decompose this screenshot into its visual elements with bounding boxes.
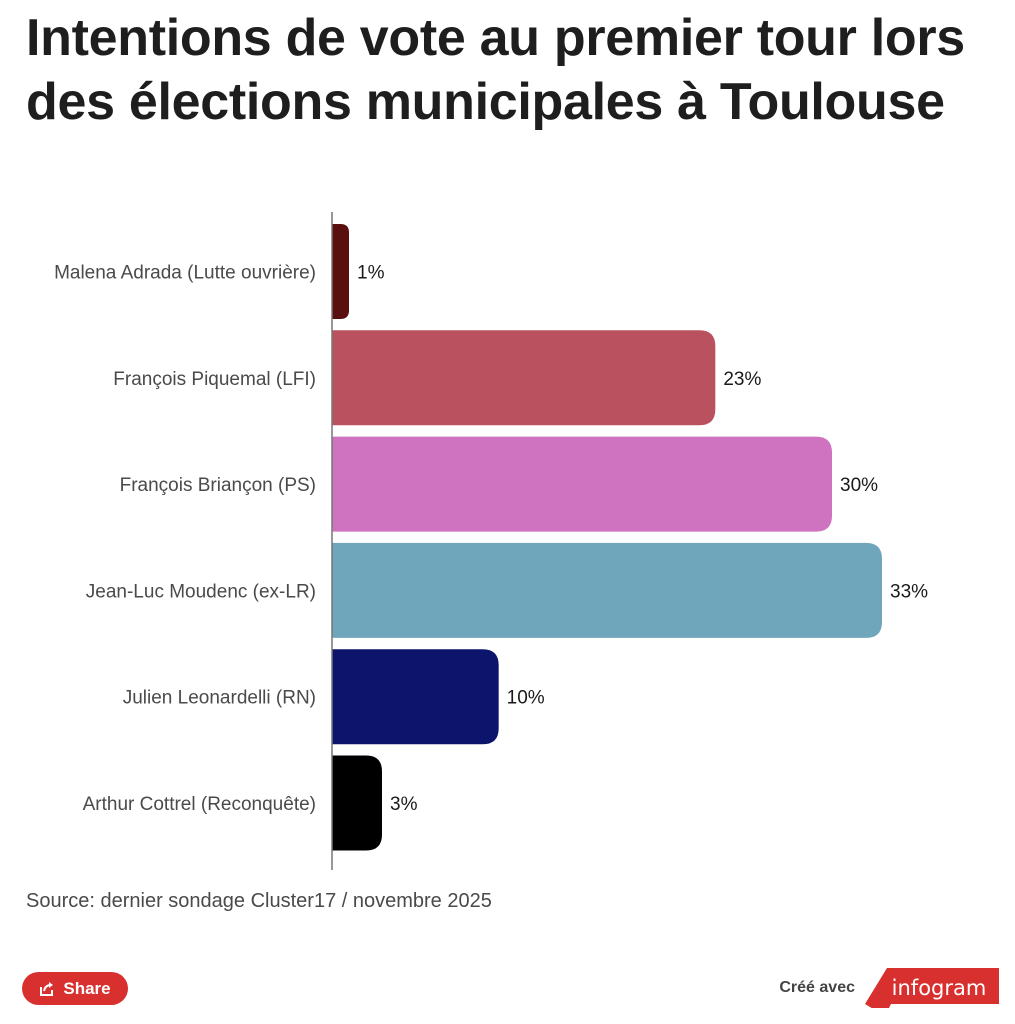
bar[interactable] (332, 436, 832, 532)
brand-label: infogram (891, 976, 987, 1000)
value-label: 30% (840, 475, 878, 496)
infogram-flag-icon (865, 968, 999, 1008)
share-label: Share (63, 978, 111, 998)
value-label: 10% (507, 688, 545, 709)
share-icon (39, 981, 55, 997)
bar[interactable] (332, 649, 499, 745)
bar-chart: Malena Adrada (Lutte ouvrière) 1% François… (54, 212, 928, 870)
category-label: François Piquemal (LFI) (113, 369, 316, 390)
category-label: Arthur Cottrel (Reconquête) (83, 794, 316, 815)
bar[interactable] (332, 330, 716, 426)
category-label: Malena Adrada (Lutte ouvrière) (54, 263, 316, 284)
category-label: Jean-Luc Moudenc (ex-LR) (86, 581, 316, 602)
value-label: 1% (357, 263, 385, 284)
bar[interactable] (332, 224, 349, 319)
source-note: Source: dernier sondage Cluster17 / nove… (26, 890, 492, 912)
category-label: Julien Leonardelli (RN) (123, 688, 316, 709)
share-button[interactable]: Share (22, 972, 128, 1005)
category-label: François Briançon (PS) (120, 475, 316, 496)
chart-title: Intentions de vote au premier tour lors … (26, 9, 965, 131)
credit: Créé avec infogram (779, 968, 999, 1008)
bar[interactable] (332, 542, 882, 638)
value-label: 33% (890, 581, 928, 602)
value-label: 3% (390, 794, 418, 815)
bar[interactable] (332, 755, 382, 851)
value-label: 23% (723, 369, 761, 390)
infogram-logo[interactable]: infogram (865, 968, 999, 1008)
credit-text: Créé avec (779, 979, 855, 996)
